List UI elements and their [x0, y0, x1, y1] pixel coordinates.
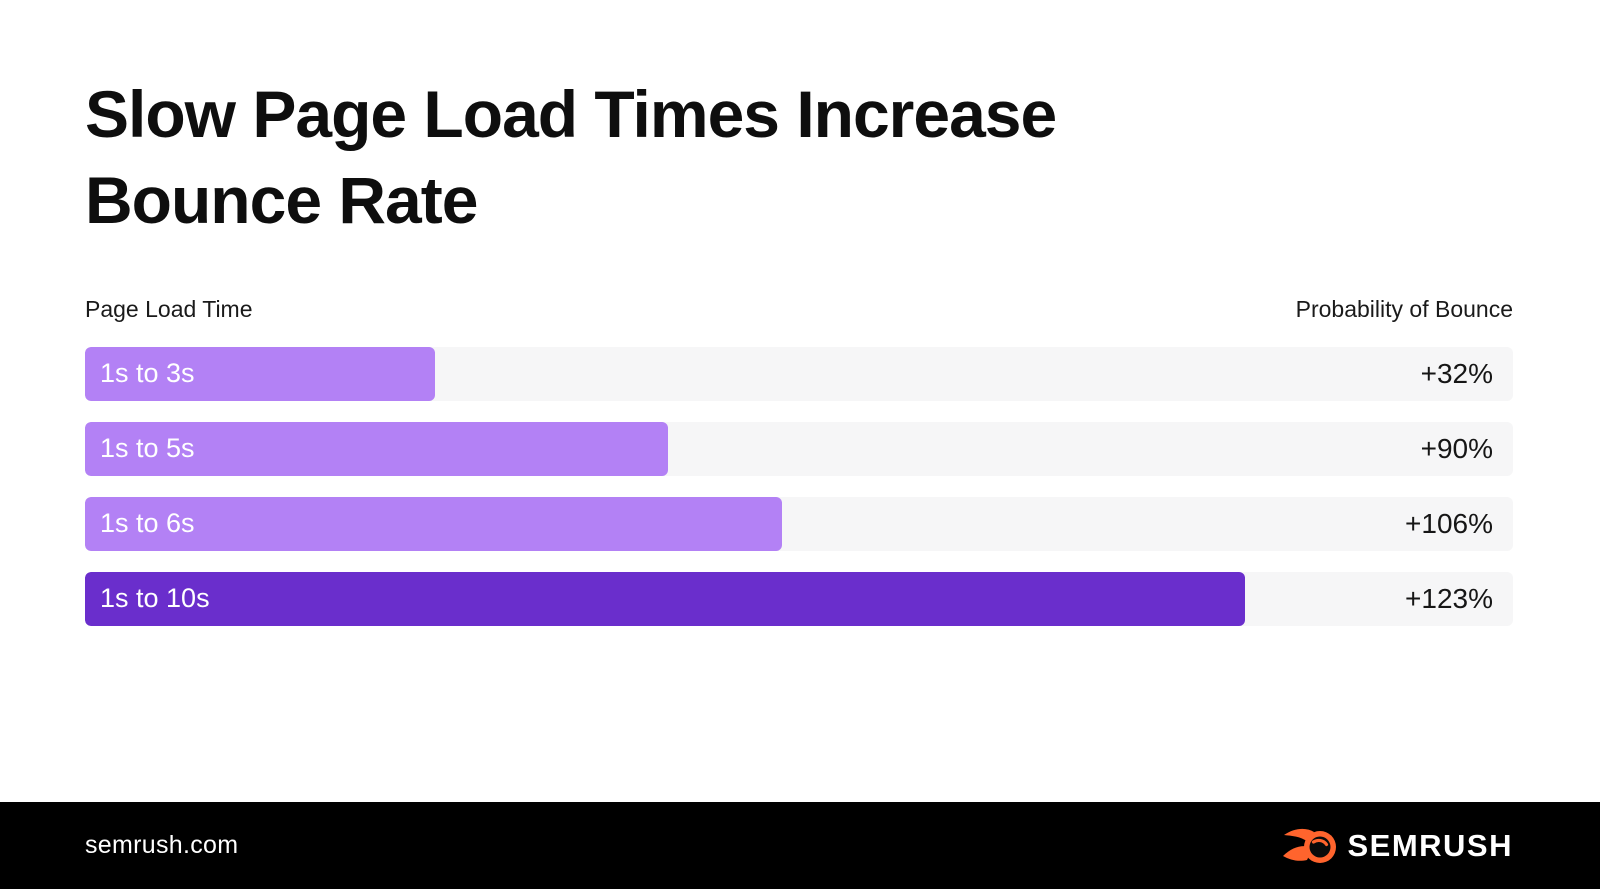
column-headers: Page Load Time Probability of Bounce	[85, 296, 1513, 323]
bar-value-label: +123%	[1405, 582, 1493, 614]
page-title: Slow Page Load Times Increase Bounce Rat…	[85, 77, 1057, 237]
bar-row: 1s to 5s +90%	[85, 421, 1513, 476]
bar-row: 1s to 6s +106%	[85, 496, 1513, 551]
bar-value-label: +32%	[1420, 357, 1493, 389]
bar-row: 1s to 10s +123%	[85, 571, 1513, 626]
footer: semrush.com SEMRUSH	[0, 802, 1600, 889]
semrush-comet-icon	[1283, 828, 1337, 863]
bar-fill: 1s to 10s	[85, 571, 1245, 626]
website-link[interactable]: semrush.com	[85, 831, 239, 859]
bar-category-label: 1s to 6s	[100, 508, 195, 539]
bar-chart: 1s to 3s +32% 1s to 5s +90% 1s to 6s +10…	[85, 346, 1513, 626]
bar-category-label: 1s to 3s	[100, 358, 195, 389]
bar-fill: 1s to 6s	[85, 496, 782, 551]
bar-value-label: +106%	[1405, 507, 1493, 539]
bar-category-label: 1s to 5s	[100, 433, 195, 464]
bar-row: 1s to 3s +32%	[85, 346, 1513, 401]
bar-value-label: +90%	[1420, 432, 1493, 464]
right-axis-header: Probability of Bounce	[1295, 295, 1513, 322]
semrush-logo: SEMRUSH	[1283, 823, 1513, 869]
infographic: Slow Page Load Times Increase Bounce Rat…	[0, 72, 1600, 626]
left-axis-header: Page Load Time	[85, 295, 253, 322]
brand-wordmark: SEMRUSH	[1347, 827, 1513, 863]
bar-fill: 1s to 3s	[85, 346, 435, 401]
bar-fill: 1s to 5s	[85, 421, 668, 476]
bar-category-label: 1s to 10s	[100, 583, 210, 614]
